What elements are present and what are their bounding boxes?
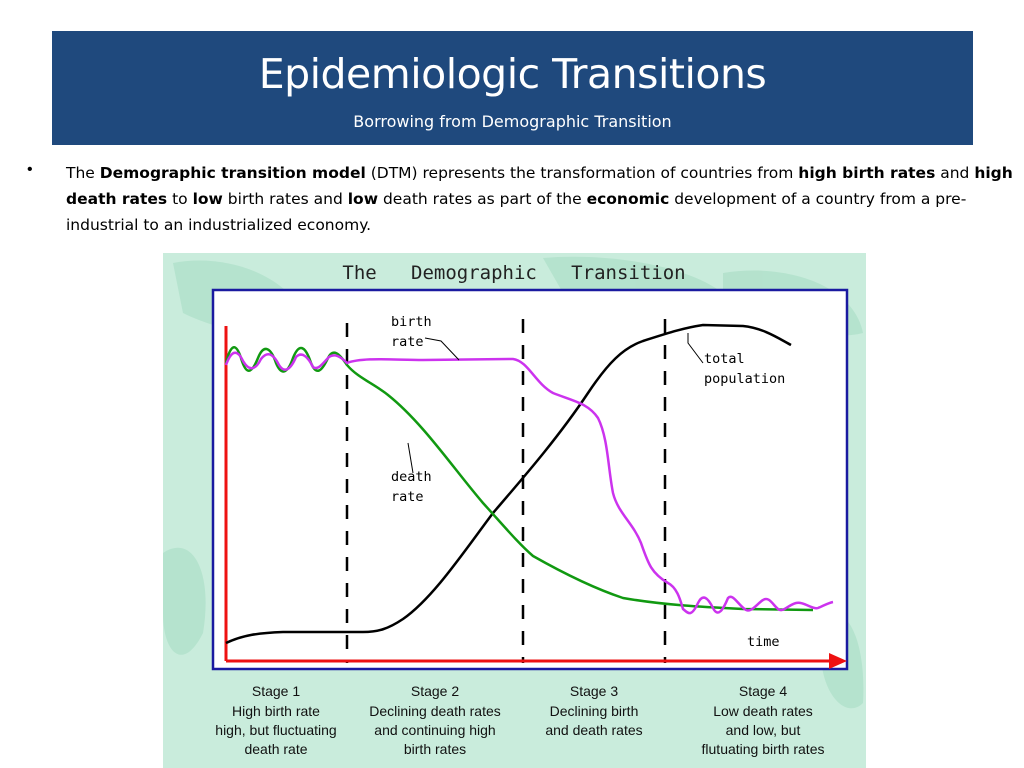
total-population-label-1: total <box>704 351 745 367</box>
birth-rate-label-2: rate <box>391 334 424 350</box>
stage-2-line-1: Declining death rates <box>369 703 501 719</box>
death-rate-label-2: rate <box>391 489 424 505</box>
stage-2-line-2: and continuing high <box>374 722 495 738</box>
body-text-2: (DTM) represents the transformation of c… <box>365 164 799 182</box>
figure-title: The Demographic Transition <box>342 262 685 284</box>
stage-2-line-3: birth rates <box>404 741 466 757</box>
x-axis-arrow-icon <box>829 653 847 669</box>
birth-rate-leader <box>424 337 460 361</box>
bullet-marker: • <box>27 161 33 178</box>
chart-frame <box>211 288 849 671</box>
body-text-1: The <box>66 164 100 182</box>
time-axis-label: time <box>747 634 780 650</box>
stage-3-title: Stage 3 <box>570 683 618 699</box>
body-text-4: to <box>167 190 193 208</box>
body-paragraph: The Demographic transition model (DTM) r… <box>66 160 1016 238</box>
body-bold-high-death: high death rates <box>66 164 1013 208</box>
body-bold-high-birth: high birth rates <box>798 164 936 182</box>
body-bold-dtm: Demographic transition model <box>99 164 366 182</box>
slide-subtitle: Borrowing from Demographic Transition <box>353 112 672 131</box>
stage-4-line-2: and low, but <box>726 722 801 738</box>
stage-1-title: Stage 1 <box>252 683 300 699</box>
body-text-6: death rates as part of the <box>378 190 587 208</box>
stage-3-line-1: Declining birth <box>550 703 639 719</box>
stage-4-line-3: flutuating birth rates <box>702 741 825 757</box>
death-rate-line <box>224 346 814 612</box>
body-text-5: birth rates and <box>222 190 348 208</box>
body-text-7: development of a country from a pre-indu… <box>66 190 967 234</box>
stage-1-line-3: death rate <box>244 741 307 757</box>
body-bold-low-2: low <box>347 190 379 208</box>
total-population-leader <box>687 333 704 364</box>
body-text-3: and <box>935 164 975 182</box>
death-rate-label-1: death <box>391 469 432 485</box>
stage-2-title: Stage 2 <box>411 683 459 699</box>
title-banner <box>52 31 973 145</box>
body-bold-economic: economic <box>586 190 670 208</box>
stage-4-title: Stage 4 <box>739 683 787 699</box>
slide-title: Epidemiologic Transitions <box>258 50 767 98</box>
death-rate-leader <box>407 442 414 474</box>
stage-1-line-2: high, but fluctuating <box>215 722 336 738</box>
total-population-line <box>225 323 792 645</box>
birth-rate-line <box>224 351 834 615</box>
stage-1-line-1: High birth rate <box>232 703 320 719</box>
stage-dividers <box>345 319 667 663</box>
stage-4-line-1: Low death rates <box>713 703 813 719</box>
body-bold-low-1: low <box>192 190 223 208</box>
demographic-transition-figure: The Demographic Transition birth rate de… <box>163 253 866 768</box>
total-population-label-2: population <box>704 371 785 387</box>
birth-rate-label-1: birth <box>391 314 432 330</box>
figure-svg: The Demographic Transition birth rate de… <box>163 256 864 757</box>
stage-3-line-2: and death rates <box>545 722 642 738</box>
